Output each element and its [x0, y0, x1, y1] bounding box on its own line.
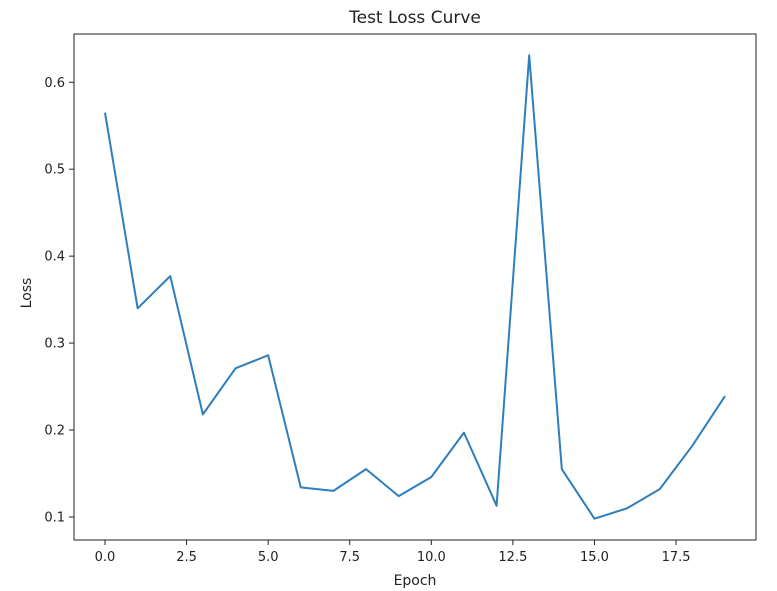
- x-tick-label: 7.5: [339, 550, 360, 565]
- loss-data-point: [528, 54, 530, 56]
- loss-series-line: [104, 54, 726, 520]
- axes-frame: [73, 33, 757, 541]
- x-tick-label: 5.0: [258, 550, 279, 565]
- x-tick-label: 15.0: [580, 550, 609, 565]
- loss-data-point: [659, 488, 661, 490]
- loss-data-point: [398, 495, 400, 497]
- loss-data-point: [593, 518, 595, 520]
- y-tick-label: 0.1: [44, 510, 65, 525]
- loss-data-point: [300, 486, 302, 488]
- x-tick-label: 2.5: [176, 550, 197, 565]
- x-tick-label: 12.5: [498, 550, 527, 565]
- loss-data-point: [496, 505, 498, 507]
- plot-area: [104, 54, 726, 520]
- x-tick-label: 10.0: [417, 550, 446, 565]
- loss-data-point: [691, 445, 693, 447]
- loss-data-point: [332, 490, 334, 492]
- x-tick-label: 17.5: [662, 550, 691, 565]
- loss-data-point: [267, 354, 269, 356]
- y-tick-label: 0.3: [44, 337, 65, 352]
- loss-data-point: [104, 112, 106, 114]
- loss-data-point: [561, 468, 563, 470]
- loss-data-point: [202, 413, 204, 415]
- y-tick-label: 0.6: [44, 76, 65, 91]
- y-axis-label: Loss: [19, 278, 35, 309]
- y-tick-label: 0.5: [44, 163, 65, 178]
- x-axis: 0.0 2.5 5.0 7.5 10.0 12.5 15.0 17.5: [95, 540, 691, 565]
- loss-data-point: [365, 468, 367, 470]
- loss-data-point: [137, 307, 139, 309]
- y-tick-label: 0.2: [44, 424, 65, 439]
- x-axis-label: Epoch: [394, 573, 437, 589]
- loss-data-point: [463, 432, 465, 434]
- loss-data-point: [430, 476, 432, 478]
- chart-title: Test Loss Curve: [348, 8, 481, 28]
- y-axis: 0.1 0.2 0.3 0.4 0.5 0.6: [44, 76, 74, 525]
- loss-data-point: [169, 275, 171, 277]
- y-tick-label: 0.4: [44, 250, 65, 265]
- loss-data-point: [626, 507, 628, 509]
- loss-data-point: [724, 395, 726, 397]
- x-tick-label: 0.0: [95, 550, 116, 565]
- loss-data-point: [235, 367, 237, 369]
